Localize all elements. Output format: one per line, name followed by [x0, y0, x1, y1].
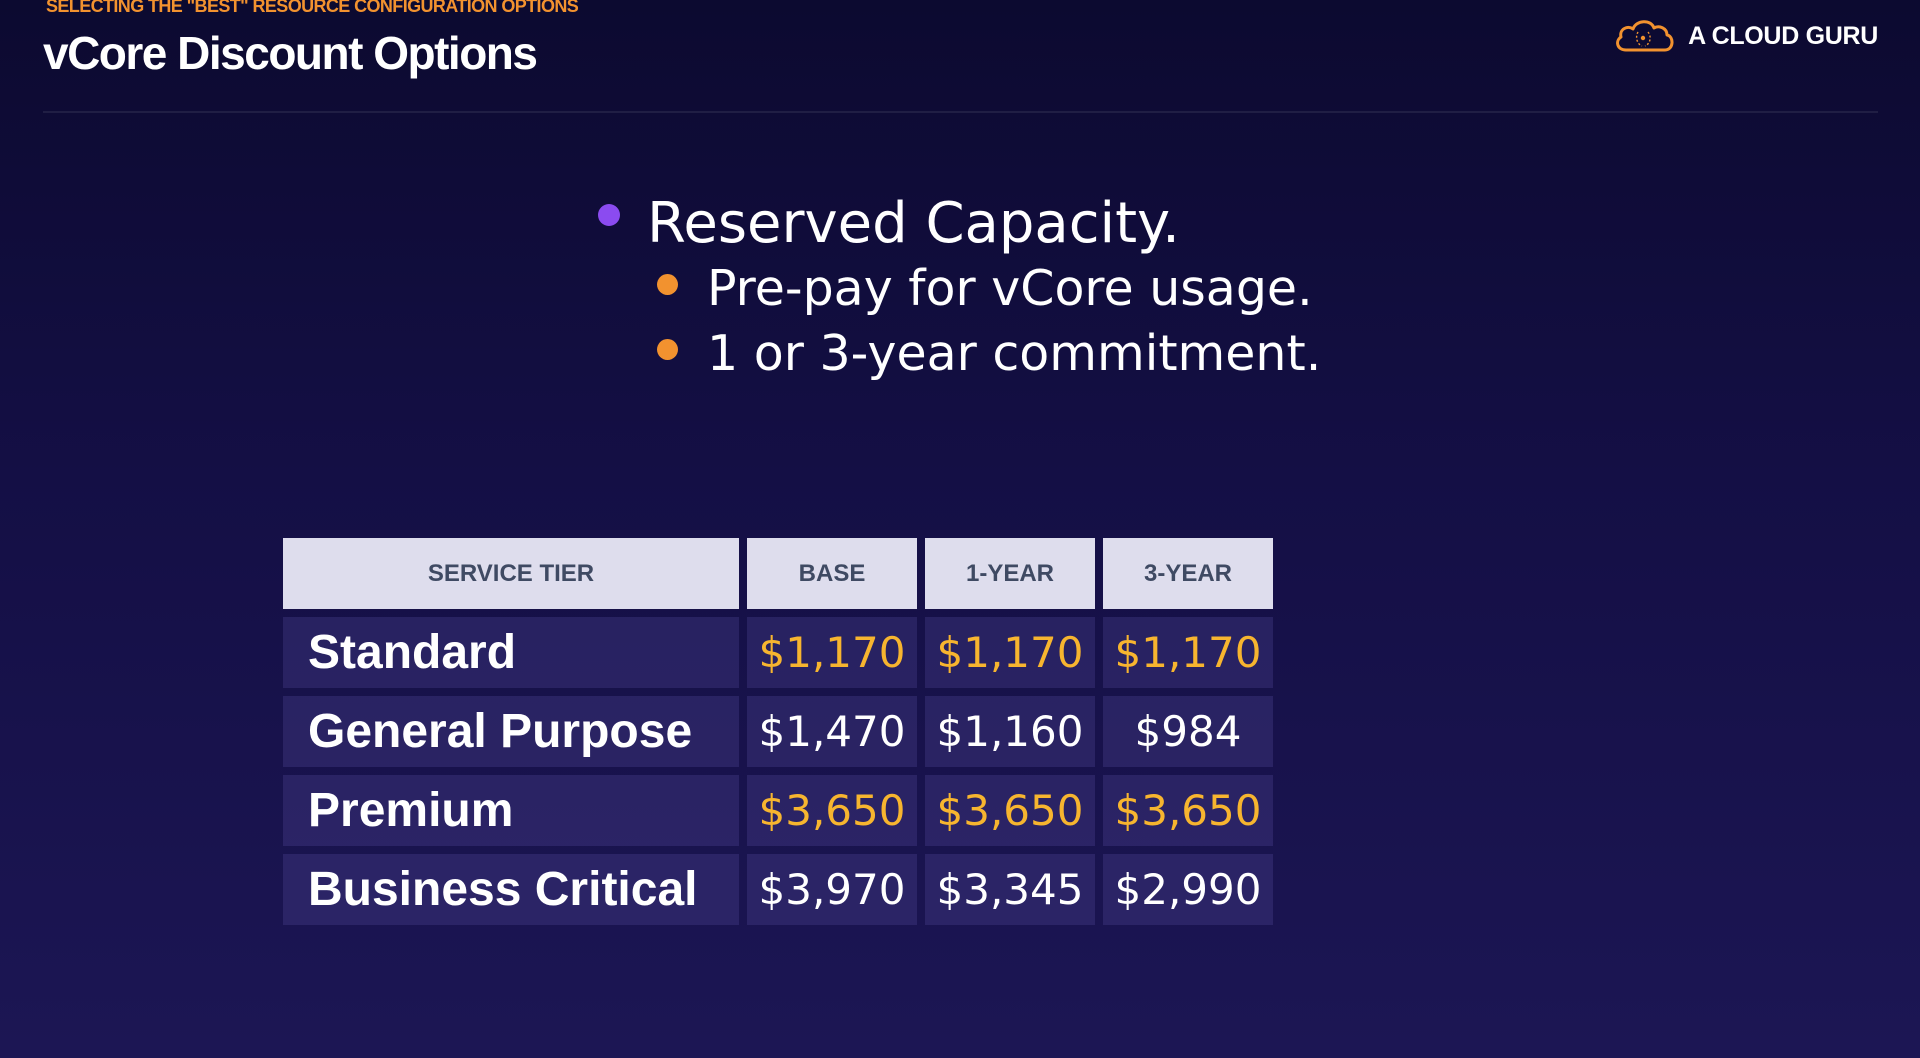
table-row: Business Critical $3,970 $3,345 $2,990: [283, 854, 1273, 925]
sub-bullet: 1 or 3-year commitment.: [657, 321, 1321, 386]
tier-name: Standard: [283, 617, 739, 688]
bullet-list: Reserved Capacity. Pre-pay for vCore usa…: [595, 188, 1321, 386]
table-header-row: SERVICE TIER BASE 1-YEAR 3-YEAR: [283, 538, 1273, 609]
cloud-icon: [1616, 20, 1674, 52]
header-service-tier: SERVICE TIER: [283, 538, 739, 609]
price-1-year: $1,170: [925, 617, 1095, 688]
section-kicker: SELECTING THE "BEST" RESOURCE CONFIGURAT…: [46, 0, 579, 16]
pricing-table: SERVICE TIER BASE 1-YEAR 3-YEAR Standard…: [283, 538, 1273, 933]
price-1-year: $3,650: [925, 775, 1095, 846]
price-1-year: $3,345: [925, 854, 1095, 925]
bullet-main: Reserved Capacity.: [595, 188, 1321, 260]
price-3-year: $2,990: [1103, 854, 1273, 925]
table-row: Premium $3,650 $3,650 $3,650: [283, 775, 1273, 846]
price-1-year: $1,160: [925, 696, 1095, 767]
header-3-year: 3-YEAR: [1103, 538, 1273, 609]
price-3-year: $984: [1103, 696, 1273, 767]
price-base: $3,650: [747, 775, 917, 846]
sub-bullet: Pre-pay for vCore usage.: [657, 256, 1321, 321]
tier-name: Business Critical: [283, 854, 739, 925]
price-base: $1,170: [747, 617, 917, 688]
price-base: $1,470: [747, 696, 917, 767]
price-3-year: $1,170: [1103, 617, 1273, 688]
brand-name: A CLOUD GURU: [1688, 21, 1878, 50]
slide-title: vCore Discount Options: [43, 27, 538, 79]
sub-bullet-list: Pre-pay for vCore usage. 1 or 3-year com…: [657, 256, 1321, 386]
price-base: $3,970: [747, 854, 917, 925]
tier-name: General Purpose: [283, 696, 739, 767]
price-3-year: $3,650: [1103, 775, 1273, 846]
table-row: Standard $1,170 $1,170 $1,170: [283, 617, 1273, 688]
brand-logo: A CLOUD GURU: [1612, 16, 1878, 56]
header-base: BASE: [747, 538, 917, 609]
tier-name: Premium: [283, 775, 739, 846]
table-row: General Purpose $1,470 $1,160 $984: [283, 696, 1273, 767]
header-1-year: 1-YEAR: [925, 538, 1095, 609]
header-divider: [43, 111, 1878, 113]
